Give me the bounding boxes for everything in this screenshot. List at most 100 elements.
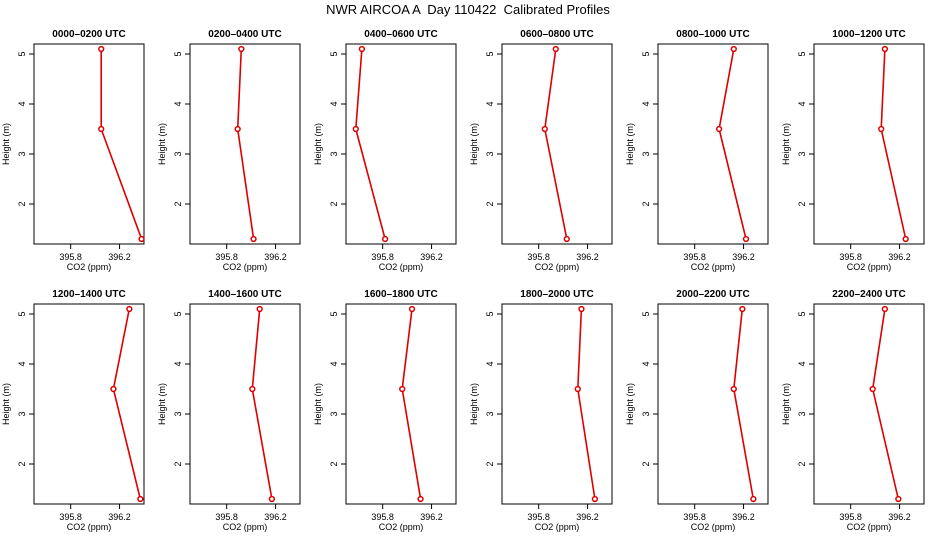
panel-title: 1800–2000 UTC (520, 289, 593, 300)
y-tick-label: 3 (797, 411, 807, 416)
y-axis-label: Height (m) (469, 123, 479, 165)
data-point (256, 305, 263, 313)
y-tick-label: 5 (173, 311, 183, 316)
data-point (126, 305, 133, 313)
data-point (541, 125, 548, 133)
y-tick-label: 3 (17, 151, 27, 156)
data-point (268, 495, 276, 503)
x-axis-label: CO2 (ppm) (691, 262, 736, 272)
profile-line (251, 308, 273, 500)
data-point (358, 45, 366, 53)
x-axis-label: CO2 (ppm) (67, 262, 112, 272)
data-point (417, 495, 424, 503)
data-point (238, 45, 245, 53)
y-tick-label: 2 (641, 201, 651, 206)
panel-title: 2200–2400 UTC (832, 289, 905, 300)
data-point (137, 495, 144, 503)
plot-frame (33, 303, 145, 505)
data-point (869, 385, 876, 393)
x-tick-label: 395.8 (839, 512, 862, 522)
x-tick-label: 396.2 (888, 512, 911, 522)
panel-title: 0200–0400 UTC (208, 29, 281, 40)
data-point (881, 45, 889, 53)
panel-title: 0400–0600 UTC (364, 29, 437, 40)
data-point (878, 125, 885, 133)
profile-line (354, 48, 386, 240)
y-tick-label: 5 (17, 51, 27, 56)
y-axis-label: Height (m) (1, 123, 11, 165)
data-point (98, 125, 105, 133)
profile-line (112, 308, 142, 500)
y-tick-label: 4 (173, 361, 183, 366)
data-point (591, 495, 599, 503)
data-point (98, 45, 105, 53)
x-tick-label: 396.2 (420, 252, 443, 262)
plot-frame (501, 303, 613, 505)
data-point (399, 385, 406, 393)
y-axis-label: Height (m) (157, 383, 167, 425)
plot-frame (189, 303, 301, 505)
y-tick-label: 2 (17, 201, 27, 206)
y-tick-label: 3 (173, 411, 183, 416)
x-tick-label: 395.8 (59, 512, 82, 522)
x-tick-label: 395.8 (683, 252, 706, 262)
y-tick-label: 4 (17, 101, 27, 106)
profile-line (543, 48, 568, 240)
plot-frame (33, 43, 145, 245)
x-tick-label: 395.8 (683, 512, 706, 522)
data-point (249, 385, 256, 393)
y-tick-label: 2 (797, 461, 807, 466)
y-axis-label: Height (m) (469, 383, 479, 425)
y-tick-label: 3 (485, 411, 495, 416)
data-point (578, 305, 585, 313)
panel-title: 2000–2200 UTC (676, 289, 749, 300)
x-axis-label: CO2 (ppm) (379, 262, 424, 272)
x-tick-label: 396.2 (108, 512, 131, 522)
y-tick-label: 2 (641, 461, 651, 466)
data-point (739, 305, 746, 313)
profile-line (718, 48, 747, 240)
y-tick-label: 3 (797, 151, 807, 156)
y-tick-label: 5 (797, 51, 807, 56)
data-point (110, 385, 117, 393)
x-axis-label: CO2 (ppm) (535, 262, 580, 272)
y-axis-label: Height (m) (313, 383, 323, 425)
y-tick-label: 3 (641, 151, 651, 156)
x-axis-label: CO2 (ppm) (223, 262, 268, 272)
x-tick-label: 396.2 (888, 252, 911, 262)
data-point (881, 305, 889, 313)
y-tick-label: 2 (797, 201, 807, 206)
data-point (234, 125, 241, 133)
x-tick-label: 395.8 (371, 512, 394, 522)
x-tick-label: 396.2 (264, 252, 287, 262)
y-tick-label: 3 (173, 151, 183, 156)
y-tick-label: 2 (17, 461, 27, 466)
profile-line (732, 308, 755, 500)
data-point (902, 235, 909, 243)
data-point (408, 305, 416, 313)
y-axis-label: Height (m) (625, 383, 635, 425)
y-tick-label: 5 (641, 51, 651, 56)
panel-title: 0800–1000 UTC (676, 29, 749, 40)
x-tick-label: 396.2 (420, 512, 443, 522)
y-tick-label: 4 (797, 361, 807, 366)
y-tick-label: 2 (173, 201, 183, 206)
panel-title: 0600–0800 UTC (520, 29, 593, 40)
x-tick-label: 395.8 (839, 252, 862, 262)
x-tick-label: 395.8 (59, 252, 82, 262)
panel-title: 1600–1800 UTC (364, 289, 437, 300)
x-tick-label: 395.8 (527, 252, 550, 262)
main-title: NWR AIRCOA A Day 110422 Calibrated Profi… (326, 2, 610, 17)
x-tick-label: 395.8 (215, 252, 238, 262)
x-tick-label: 396.2 (108, 252, 131, 262)
panel-title: 1400–1600 UTC (208, 289, 281, 300)
panel-title: 1200–1400 UTC (52, 289, 125, 300)
panel-title: 1000–1200 UTC (832, 29, 905, 40)
panel-title: 0000–0200 UTC (52, 29, 125, 40)
plot-frame (813, 303, 925, 505)
data-point (715, 125, 723, 133)
x-axis-label: CO2 (ppm) (223, 522, 268, 532)
plot-frame (189, 43, 301, 245)
x-axis-label: CO2 (ppm) (847, 522, 892, 532)
